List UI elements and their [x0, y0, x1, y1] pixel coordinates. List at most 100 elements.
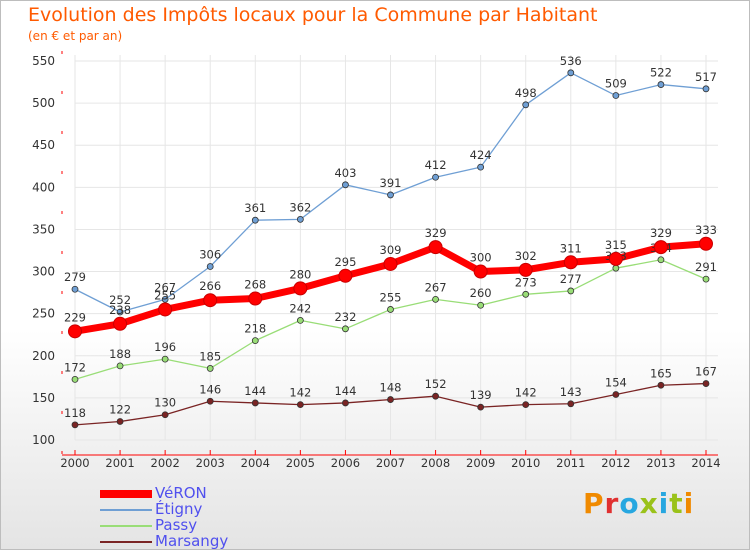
x-tick-label: 2001	[105, 456, 134, 470]
data-label: 295	[334, 255, 356, 269]
data-label: 361	[244, 201, 266, 215]
data-point	[612, 264, 620, 272]
data-point	[522, 101, 530, 109]
data-point	[473, 264, 488, 279]
data-label: 280	[289, 267, 311, 281]
data-point	[206, 263, 214, 270]
legend-label: VéRON	[155, 484, 207, 502]
data-label: 154	[605, 376, 627, 390]
data-label: 279	[64, 270, 86, 284]
data-label: 268	[244, 278, 266, 292]
data-label: 412	[425, 158, 447, 172]
x-tick-label: 2005	[286, 456, 315, 470]
legend-label: Passy	[155, 516, 198, 534]
proxiti-logo: Proxiti	[583, 487, 694, 520]
data-point	[612, 391, 620, 398]
data-point	[342, 181, 349, 189]
data-label: 522	[650, 66, 672, 80]
data-label: 403	[334, 166, 356, 180]
chart-subtitle: (en € et par an)	[28, 29, 123, 43]
data-label: 277	[560, 272, 582, 286]
logo-letter: x	[639, 487, 659, 520]
data-label: 362	[289, 200, 311, 214]
data-label: 196	[154, 340, 176, 354]
x-tick-label: 2014	[691, 456, 720, 470]
data-label: 329	[650, 226, 672, 240]
data-point	[71, 375, 79, 383]
data-label: 143	[560, 385, 582, 399]
data-point	[113, 316, 128, 331]
data-label: 242	[289, 301, 311, 315]
data-label: 185	[199, 349, 221, 363]
data-label: 167	[695, 365, 717, 379]
data-point	[387, 396, 394, 403]
x-tick-label: 2010	[511, 456, 540, 470]
data-label: 311	[560, 241, 582, 255]
data-point	[251, 216, 259, 224]
data-label: 273	[515, 275, 537, 289]
data-label: 144	[334, 384, 356, 398]
data-point	[702, 275, 710, 283]
x-tick-label: 2013	[646, 456, 675, 470]
legend-label: Étigny	[155, 500, 203, 518]
data-label: 267	[425, 280, 447, 294]
data-point	[653, 240, 668, 255]
data-point	[161, 295, 169, 303]
data-label: 424	[470, 148, 492, 162]
data-label: 291	[695, 260, 717, 274]
x-tick-label: 2012	[601, 456, 630, 470]
x-tick-label: 2003	[196, 456, 225, 470]
data-point	[522, 401, 530, 409]
data-point	[657, 81, 665, 88]
x-tick-label: 2006	[331, 456, 360, 470]
data-label: 255	[154, 288, 176, 302]
data-label: 142	[515, 386, 537, 400]
data-point	[387, 306, 394, 313]
data-point	[428, 240, 443, 255]
data-label: 509	[605, 77, 627, 91]
y-tick-label: 500	[32, 96, 55, 110]
data-point	[518, 262, 533, 277]
data-point	[699, 236, 713, 251]
data-label: 142	[289, 386, 311, 400]
x-tick-label: 2000	[60, 456, 89, 470]
y-tick-label: 100	[32, 433, 55, 447]
data-point	[342, 399, 349, 407]
data-point	[248, 291, 263, 306]
data-point	[116, 362, 124, 370]
data-label: 315	[605, 238, 627, 252]
legend-swatch	[100, 525, 152, 527]
y-tick-label: 350	[32, 222, 55, 236]
legend-swatch	[100, 490, 152, 498]
data-label: 252	[109, 293, 131, 307]
data-label: 498	[515, 86, 537, 100]
data-point	[161, 355, 169, 363]
data-point	[608, 251, 623, 266]
data-point	[158, 302, 173, 317]
data-label: 536	[560, 54, 582, 68]
data-point	[567, 287, 575, 295]
data-label: 146	[199, 382, 221, 396]
data-point	[567, 69, 575, 77]
data-label: 333	[695, 223, 717, 237]
data-label: 300	[470, 251, 492, 265]
x-tick-label: 2007	[376, 456, 405, 470]
legend-swatch	[100, 541, 152, 543]
logo-letter: P	[583, 487, 605, 520]
data-label: 130	[154, 396, 176, 410]
data-label: 517	[695, 70, 717, 84]
data-point	[296, 215, 304, 223]
logo-letter: o	[619, 487, 640, 520]
data-point	[71, 285, 79, 293]
data-point	[203, 293, 218, 308]
y-tick-label: 250	[32, 307, 55, 321]
data-point	[657, 381, 665, 389]
legend-label: Marsangy	[155, 532, 229, 550]
data-point	[293, 281, 308, 296]
data-point	[206, 397, 214, 405]
data-point	[657, 256, 665, 264]
data-point	[116, 418, 124, 425]
data-point	[432, 173, 439, 181]
